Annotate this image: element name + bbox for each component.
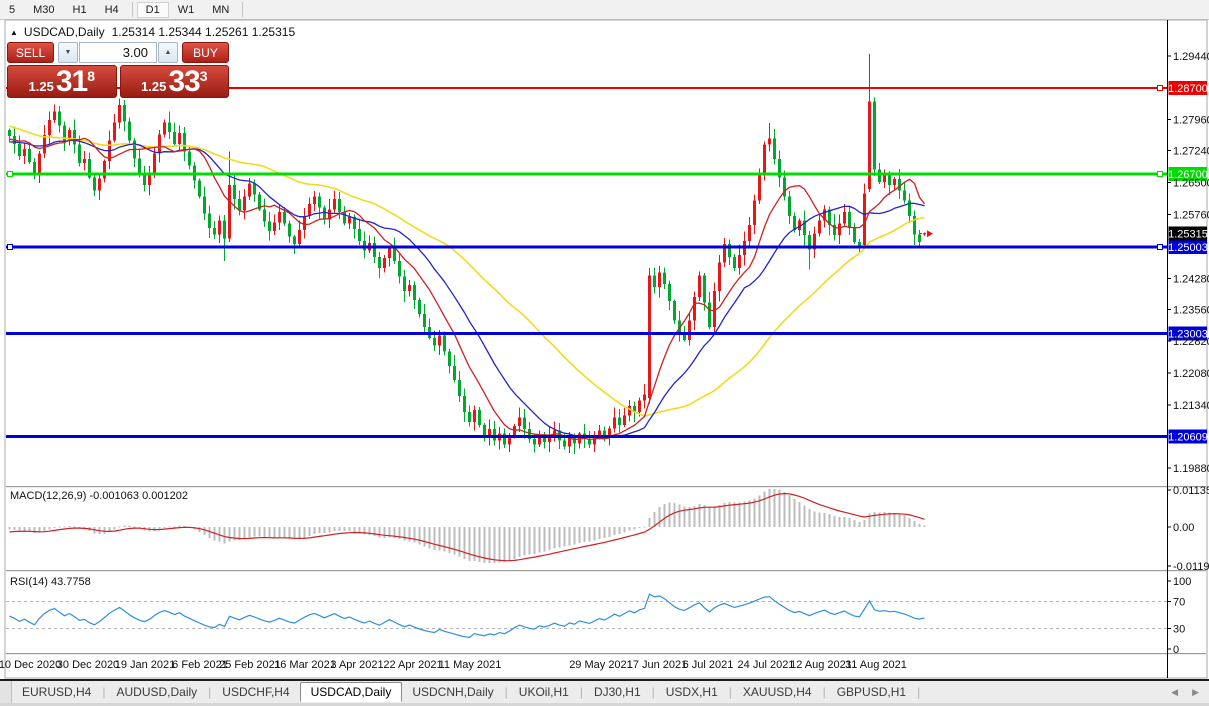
tab-scroll-right-button[interactable]: ▶	[1192, 686, 1199, 697]
ask-price-big: 33	[168, 65, 200, 98]
svg-text:1.22080: 1.22080	[1173, 368, 1209, 380]
trade-prices-row: 1.25 31 8 1.25 33 3	[7, 65, 229, 98]
ask-price-prefix: 1.25	[141, 79, 167, 94]
svg-text:12 Aug 2021: 12 Aug 2021	[790, 659, 852, 671]
timeframe-toolbar: 5 M30 H1 H4 D1 W1 MN	[0, 0, 1209, 20]
timeframe-button-5[interactable]: 5	[9, 3, 16, 16]
timeframe-button-h4[interactable]: H4	[104, 3, 119, 16]
chart-canvas[interactable]: 1.28700 1.26700 1.25003 1.23003 1.20609 1.294…	[0, 19, 1209, 679]
tab-separator: |	[651, 685, 655, 699]
svg-text:3 Apr 2021: 3 Apr 2021	[330, 659, 383, 671]
chart-tabs-bar: EURUSD,H4 | AUDUSD,Daily | USDCHF,H4 USDCAD,D…	[0, 679, 1209, 703]
svg-text:25 Feb 2021: 25 Feb 2021	[219, 659, 281, 671]
svg-text:16 Mar 2021: 16 Mar 2021	[274, 659, 336, 671]
svg-text:1.20609: 1.20609	[1168, 432, 1208, 444]
chart-tab-usdcnh-daily[interactable]: USDCNH,Daily	[412, 685, 494, 699]
svg-text:1.25315: 1.25315	[1168, 229, 1208, 241]
volume-input[interactable]: 3.00	[79, 42, 157, 63]
svg-text:11 May 2021: 11 May 2021	[439, 659, 502, 671]
tab-bar-stub	[0, 681, 12, 703]
volume-spinner: ▼ 3.00 ▲	[58, 42, 178, 63]
svg-text:100: 100	[1173, 576, 1191, 588]
one-click-trading-panel: SELL ▼ 3.00 ▲ BUY 1.25 31 8 1.25 33 3	[7, 42, 229, 98]
panel-collapse-icon[interactable]: ▲	[10, 27, 18, 37]
svg-text:-0.01190: -0.01190	[1173, 561, 1209, 573]
chart-symbol: USDCAD,Daily	[23, 25, 105, 39]
bid-price-pip: 8	[87, 68, 95, 84]
svg-text:30 Dec 2020: 30 Dec 2020	[57, 659, 119, 671]
svg-text:0: 0	[1173, 644, 1179, 656]
trade-controls-row: SELL ▼ 3.00 ▲ BUY	[7, 42, 229, 63]
tab-separator: |	[208, 685, 212, 699]
svg-text:6 Feb 2021: 6 Feb 2021	[172, 659, 228, 671]
bid-price-box[interactable]: 1.25 31 8	[7, 65, 117, 98]
buy-button[interactable]: BUY	[182, 42, 229, 63]
chart-tab-usdchf-h4[interactable]: USDCHF,H4	[222, 685, 290, 699]
timeframe-button-d1[interactable]: D1	[136, 1, 169, 18]
toolbar-separator	[131, 2, 133, 17]
svg-text:19 Jan 2021: 19 Jan 2021	[115, 659, 176, 671]
bid-price-prefix: 1.25	[28, 79, 54, 94]
tab-separator: |	[102, 685, 106, 699]
svg-text:1.24280: 1.24280	[1173, 273, 1209, 285]
ask-price-box[interactable]: 1.25 33 3	[119, 65, 229, 98]
svg-text:1.28700: 1.28700	[1168, 83, 1208, 95]
tab-separator: |	[728, 685, 732, 699]
svg-text:10 Dec 2020: 10 Dec 2020	[0, 659, 61, 671]
chart-tab-usdx-h1[interactable]: USDX,H1	[665, 685, 718, 699]
svg-text:1.25760: 1.25760	[1173, 210, 1209, 222]
svg-text:70: 70	[1173, 596, 1185, 608]
svg-text:1.19880: 1.19880	[1173, 463, 1209, 475]
timeframe-button-h1[interactable]: H1	[72, 3, 87, 16]
svg-text:6 Jul 2021: 6 Jul 2021	[683, 659, 734, 671]
svg-text:31 Aug 2021: 31 Aug 2021	[845, 659, 907, 671]
bid-price-big: 31	[55, 65, 88, 98]
toolbar-separator	[242, 2, 244, 17]
tab-separator: |	[822, 685, 826, 699]
timeframe-button-mn[interactable]: MN	[212, 3, 230, 16]
svg-text:1.25003: 1.25003	[1168, 242, 1208, 254]
ask-price-pip: 3	[199, 68, 208, 84]
chart-tab-ukoil-h1[interactable]: UKOil,H1	[518, 685, 569, 699]
svg-text:1.26500: 1.26500	[1173, 178, 1209, 190]
status-strip	[0, 703, 1209, 706]
chart-tab-xauusd-h4[interactable]: XAUUSD,H4	[742, 685, 812, 699]
svg-text:24 Jul 2021: 24 Jul 2021	[738, 659, 795, 671]
svg-text:1.21340: 1.21340	[1173, 400, 1209, 412]
tab-separator: |	[917, 685, 921, 699]
svg-text:1.27240: 1.27240	[1173, 146, 1209, 158]
svg-text:0.00: 0.00	[1173, 522, 1194, 534]
chart-tab-dj30-h1[interactable]: DJ30,H1	[593, 685, 641, 699]
volume-increase-button[interactable]: ▲	[158, 42, 178, 63]
timeframe-button-m30[interactable]: M30	[33, 3, 55, 16]
svg-text:RSI(14) 43.7758: RSI(14) 43.7758	[10, 576, 91, 588]
svg-text:1.27960: 1.27960	[1173, 115, 1209, 127]
chart-tab-eurusd-h4[interactable]: EURUSD,H4	[22, 685, 92, 699]
svg-text:30: 30	[1173, 624, 1185, 636]
svg-text:29 May 2021: 29 May 2021	[569, 659, 633, 671]
chart-ohlc-header: ▲ USDCAD,Daily 1.25314 1.25344 1.25261 1…	[10, 25, 295, 39]
svg-text:17 Jun 2021: 17 Jun 2021	[627, 659, 688, 671]
svg-text:1.22820: 1.22820	[1173, 336, 1209, 348]
chart-tab-usdcad-daily[interactable]: USDCAD,Daily	[299, 682, 403, 702]
chart-tab-gbpusd-h1[interactable]: GBPUSD,H1	[836, 685, 907, 699]
chart-tab-audusd-daily[interactable]: AUDUSD,Daily	[116, 685, 198, 699]
timeframe-button-w1[interactable]: W1	[177, 3, 195, 16]
svg-text:0.01135: 0.01135	[1173, 485, 1209, 497]
svg-text:22 Apr 2021: 22 Apr 2021	[383, 659, 442, 671]
svg-text:1.26700: 1.26700	[1168, 169, 1208, 181]
svg-text:1.23003: 1.23003	[1168, 328, 1208, 340]
svg-text:MACD(12,26,9) -0.001063 0.0012: MACD(12,26,9) -0.001063 0.001202	[10, 490, 188, 502]
svg-text:1.29440: 1.29440	[1173, 51, 1209, 63]
tab-separator: |	[504, 685, 508, 699]
chart-ohlc-values: 1.25314 1.25344 1.25261 1.25315	[111, 25, 296, 39]
volume-decrease-button[interactable]: ▼	[58, 42, 78, 63]
tab-separator: |	[579, 685, 583, 699]
svg-text:1.23560: 1.23560	[1173, 304, 1209, 316]
sell-button[interactable]: SELL	[7, 42, 54, 63]
tab-scroll-left-button[interactable]: ◀	[1171, 686, 1179, 697]
